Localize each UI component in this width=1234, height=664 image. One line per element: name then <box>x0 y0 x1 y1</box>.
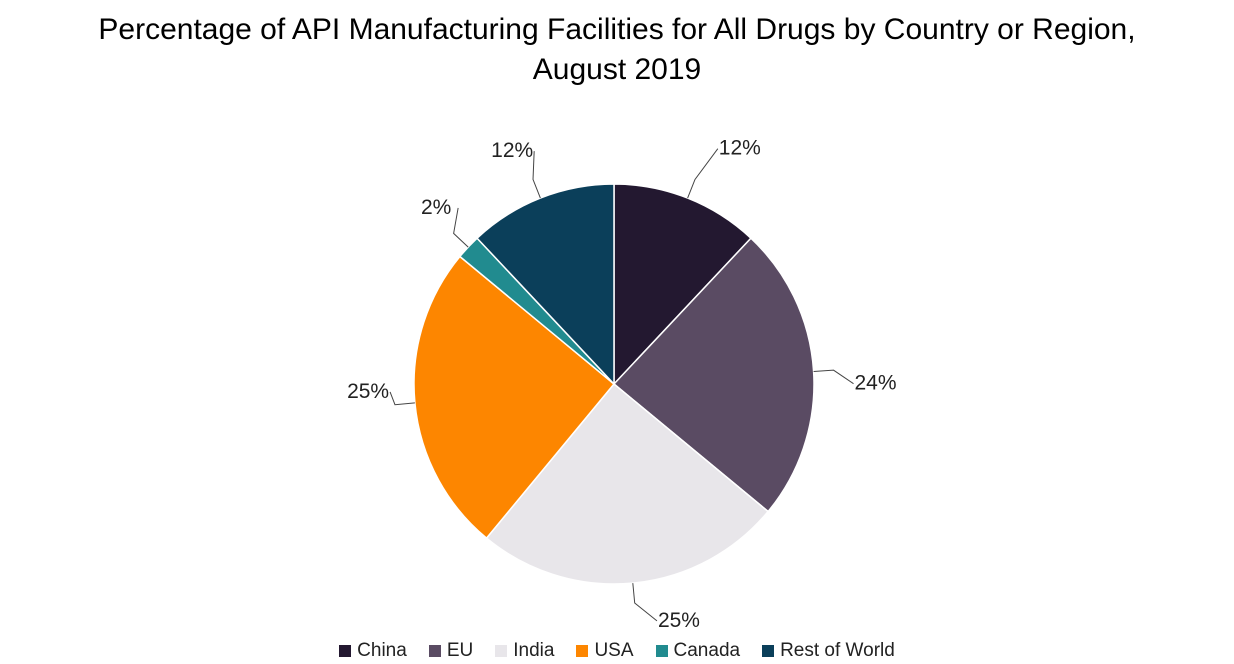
leader-line <box>813 369 854 385</box>
legend: China EU India USA Canada Rest of World <box>0 640 1234 662</box>
pie-slice-india <box>485 382 770 585</box>
legend-swatch <box>576 645 589 657</box>
legend-label: China <box>357 640 407 661</box>
title-line-1: Percentage of API Manufacturing Faciliti… <box>98 13 1136 46</box>
legend-item: USA <box>576 640 634 662</box>
leader-line <box>453 207 469 248</box>
leader-line <box>532 151 541 199</box>
data-label: 25% <box>658 609 700 632</box>
pie-slice-china <box>613 183 752 386</box>
legend-swatch <box>495 645 508 657</box>
legend-label: EU <box>446 640 474 661</box>
data-label: 12% <box>719 137 761 160</box>
legend-item: China <box>339 640 407 662</box>
legend-label: USA <box>594 640 634 661</box>
legend-swatch <box>762 645 775 657</box>
leader-line <box>632 583 658 622</box>
leader-line <box>687 148 719 199</box>
legend-swatch <box>655 645 668 657</box>
legend-item: Rest of World <box>762 640 895 662</box>
legend-label: Canada <box>673 640 741 661</box>
data-label: 2% <box>421 196 451 219</box>
legend-swatch <box>428 645 441 657</box>
leader-line <box>389 391 415 406</box>
legend-item: India <box>495 640 554 662</box>
pie-slice-usa <box>413 255 616 540</box>
legend-label: India <box>513 640 555 661</box>
pie-slice-rest-of-world <box>476 183 615 386</box>
legend-label: Rest of World <box>780 640 895 661</box>
legend-item: Canada <box>655 640 741 662</box>
legend-swatch <box>339 645 352 657</box>
title-line-2: August 2019 <box>532 53 702 86</box>
data-label: 25% <box>347 380 389 403</box>
chart-title: Percentage of API Manufacturing Faciliti… <box>0 10 1234 90</box>
data-label: 12% <box>491 139 533 162</box>
data-label: 24% <box>855 372 897 395</box>
legend-item: EU <box>428 640 474 662</box>
